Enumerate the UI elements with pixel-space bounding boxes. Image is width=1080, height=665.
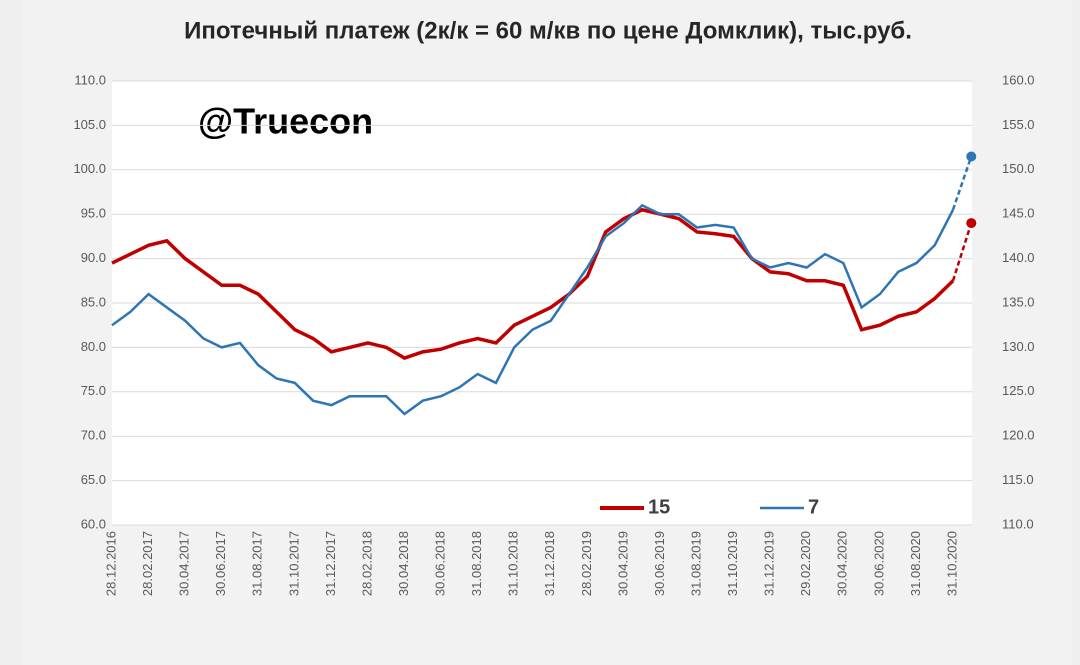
projection-line bbox=[951, 156, 973, 211]
x-tick-label: 31.10.2020 bbox=[944, 531, 959, 596]
x-tick-label: 30.04.2018 bbox=[396, 531, 411, 596]
x-tick-label: 31.12.2017 bbox=[323, 531, 338, 596]
x-tick-label: 30.06.2017 bbox=[213, 531, 228, 596]
annotation: @Truecon bbox=[198, 101, 373, 142]
x-tick-label: 31.08.2019 bbox=[688, 531, 703, 596]
x-tick-label: 31.08.2018 bbox=[469, 531, 484, 596]
legend-label: 15 bbox=[648, 496, 670, 518]
y-tick-label: 105.0 bbox=[73, 117, 106, 132]
y2-tick-label: 125.0 bbox=[1002, 383, 1035, 398]
y2-tick-label: 120.0 bbox=[1002, 428, 1035, 443]
y2-tick-label: 130.0 bbox=[1002, 339, 1035, 354]
y2-tick-label: 135.0 bbox=[1002, 294, 1035, 309]
y-tick-label: 85.0 bbox=[81, 294, 106, 309]
y-tick-label: 70.0 bbox=[81, 428, 106, 443]
x-tick-label: 30.04.2020 bbox=[835, 531, 850, 596]
legend-label: 7 bbox=[808, 496, 819, 518]
x-tick-label: 30.06.2019 bbox=[652, 531, 667, 596]
series-line bbox=[111, 207, 955, 360]
x-tick-label: 30.06.2020 bbox=[871, 531, 886, 596]
y-tick-label: 65.0 bbox=[81, 472, 106, 487]
y2-tick-label: 110.0 bbox=[1002, 516, 1034, 531]
x-tick-label: 31.10.2017 bbox=[286, 531, 301, 596]
y-tick-label: 90.0 bbox=[81, 250, 106, 265]
y2-tick-label: 150.0 bbox=[1002, 161, 1035, 176]
y-tick-label: 110.0 bbox=[74, 72, 106, 87]
y-tick-label: 95.0 bbox=[81, 206, 106, 221]
y2-tick-label: 145.0 bbox=[1002, 206, 1035, 221]
x-tick-label: 28.02.2019 bbox=[579, 531, 594, 596]
chart-title: Ипотечный платеж (2к/к = 60 м/кв по цене… bbox=[184, 17, 912, 44]
projection-line bbox=[951, 222, 973, 282]
x-tick-label: 31.12.2018 bbox=[542, 531, 557, 596]
y-tick-label: 100.0 bbox=[73, 161, 106, 176]
x-tick-label: 31.08.2017 bbox=[250, 531, 265, 596]
x-tick-label: 30.04.2017 bbox=[177, 531, 192, 596]
projection-point bbox=[966, 151, 977, 162]
y2-tick-label: 140.0 bbox=[1002, 250, 1035, 265]
x-tick-label: 28.02.2017 bbox=[140, 531, 155, 596]
x-tick-label: 30.06.2018 bbox=[433, 531, 448, 596]
x-tick-label: 30.04.2019 bbox=[615, 531, 630, 596]
projection-point bbox=[966, 218, 977, 229]
y-tick-label: 75.0 bbox=[81, 383, 106, 398]
y-tick-label: 60.0 bbox=[81, 516, 106, 531]
y-tick-label: 80.0 bbox=[81, 339, 106, 354]
x-tick-label: 28.12.2016 bbox=[103, 531, 118, 596]
x-tick-label: 31.08.2020 bbox=[908, 531, 923, 596]
x-tick-label: 28.02.2018 bbox=[359, 531, 374, 596]
y2-tick-label: 115.0 bbox=[1002, 472, 1034, 487]
y2-tick-label: 160.0 bbox=[1002, 72, 1035, 87]
x-tick-label: 31.12.2019 bbox=[762, 531, 777, 596]
x-tick-label: 29.02.2020 bbox=[798, 531, 813, 596]
x-tick-label: 31.10.2019 bbox=[725, 531, 740, 596]
x-tick-label: 31.10.2018 bbox=[506, 531, 521, 596]
y2-tick-label: 155.0 bbox=[1002, 117, 1035, 132]
series-line bbox=[111, 203, 955, 416]
